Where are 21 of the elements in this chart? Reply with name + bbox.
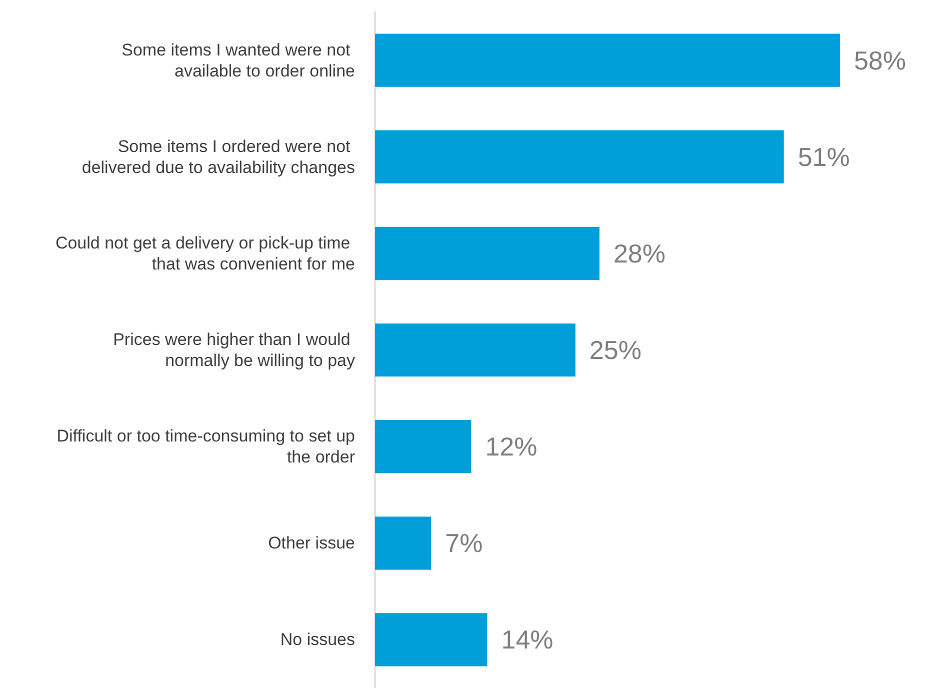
data-label: 25% (589, 335, 642, 365)
data-label: 7% (445, 528, 483, 558)
data-label: 28% (613, 238, 666, 268)
data-label: 51% (798, 142, 850, 172)
y-tick-label: Could not get a delivery or pick-up time that was convenient for me (55, 233, 355, 274)
bar (375, 34, 840, 87)
y-tick-label: Some items I ordered were not delivered due to availability changes (82, 136, 355, 177)
data-label: 58% (854, 45, 906, 76)
y-tick-label: No issues (280, 630, 355, 650)
y-tick-label: Prices were higher than I would normally be willing to pay (113, 330, 356, 370)
bar (375, 420, 472, 474)
bar (375, 130, 784, 184)
bar (375, 613, 488, 666)
bar (375, 323, 576, 377)
y-tick-label: Difficult or too time-consuming to set up the order (56, 426, 356, 467)
y-tick-label: Other issue (268, 534, 355, 553)
bar (375, 226, 600, 280)
y-tick-label: Some items I wanted were not available to order online (122, 40, 355, 80)
data-label: 14% (501, 624, 554, 655)
bar (375, 516, 432, 570)
data-label: 12% (485, 432, 538, 462)
